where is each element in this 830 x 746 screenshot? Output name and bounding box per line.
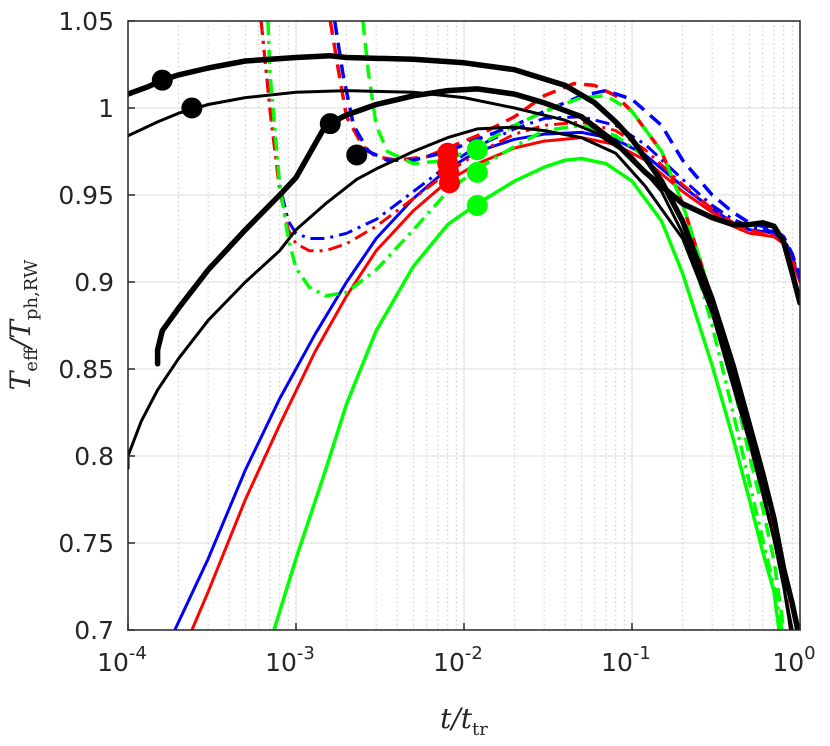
y-tick-label: 1: [98, 94, 114, 123]
x-tick-label: 10-1: [601, 643, 651, 677]
x-tick-base: 10: [772, 648, 804, 677]
data-marker-black: [181, 97, 203, 119]
y-tick-label: 0.85: [58, 355, 114, 384]
series-line-black-thin-rising: [128, 125, 794, 630]
x-tick-exponent: -2: [465, 643, 483, 664]
y-axis-label: Teff/Tph,RW: [4, 259, 42, 390]
y-tick-label: 0.9: [74, 268, 114, 297]
x-tick-base: 10: [265, 648, 297, 677]
data-marker-green: [466, 161, 488, 183]
series-layer: [128, 21, 800, 630]
y-tick-label: 0.95: [58, 181, 114, 210]
x-axis-label: t/ttr: [440, 702, 488, 740]
axes: 10-4 10-3 10-2 10-1 1000.70.750.80.850.90.95…: [58, 7, 815, 677]
x-tick-base: 10: [601, 648, 633, 677]
data-marker-black: [346, 144, 368, 166]
y-axis-label-T: T: [4, 369, 37, 390]
y-tick-label: 0.8: [74, 442, 114, 471]
marker-layer: [151, 69, 488, 216]
data-marker-black: [151, 69, 173, 91]
y-tick-label: 1.05: [58, 7, 114, 36]
x-tick-label: 100: [772, 643, 815, 677]
y-axis-label-eff: eff: [21, 347, 42, 372]
series-line-blue-dashed: [332, 21, 800, 278]
x-axis-label-sub: tr: [472, 719, 488, 740]
x-tick-label: 10-2: [433, 643, 483, 677]
y-tick-label: 0.7: [74, 616, 114, 645]
x-tick-label: 10-3: [265, 643, 315, 677]
x-tick-base: 10: [433, 648, 465, 677]
y-axis-label-slash: /T: [4, 318, 37, 351]
data-marker-green: [466, 194, 488, 216]
x-tick-label: 10-4: [97, 643, 147, 677]
x-tick-exponent: 0: [804, 643, 815, 664]
series-line-black-thick-rising: [154, 86, 800, 367]
x-tick-exponent: -3: [297, 643, 315, 664]
data-marker-green: [466, 139, 488, 161]
series-line-black-thick-upper: [128, 53, 800, 630]
x-tick-exponent: -1: [633, 643, 651, 664]
y-axis-label-ph: ph,RW: [21, 259, 42, 320]
series-line-green-dashdot: [266, 21, 784, 630]
series-line-green-solid: [272, 156, 781, 630]
x-tick-base: 10: [97, 648, 129, 677]
series-line-red-dashdot: [259, 21, 800, 283]
data-marker-black: [319, 113, 341, 135]
y-tick-label: 0.75: [58, 529, 114, 558]
series-line-green-dashed: [361, 21, 786, 630]
x-axis-label-main: t/t: [440, 702, 473, 735]
series-line-red-solid: [190, 136, 800, 630]
data-marker-red: [439, 172, 461, 194]
x-tick-exponent: -4: [129, 643, 147, 664]
